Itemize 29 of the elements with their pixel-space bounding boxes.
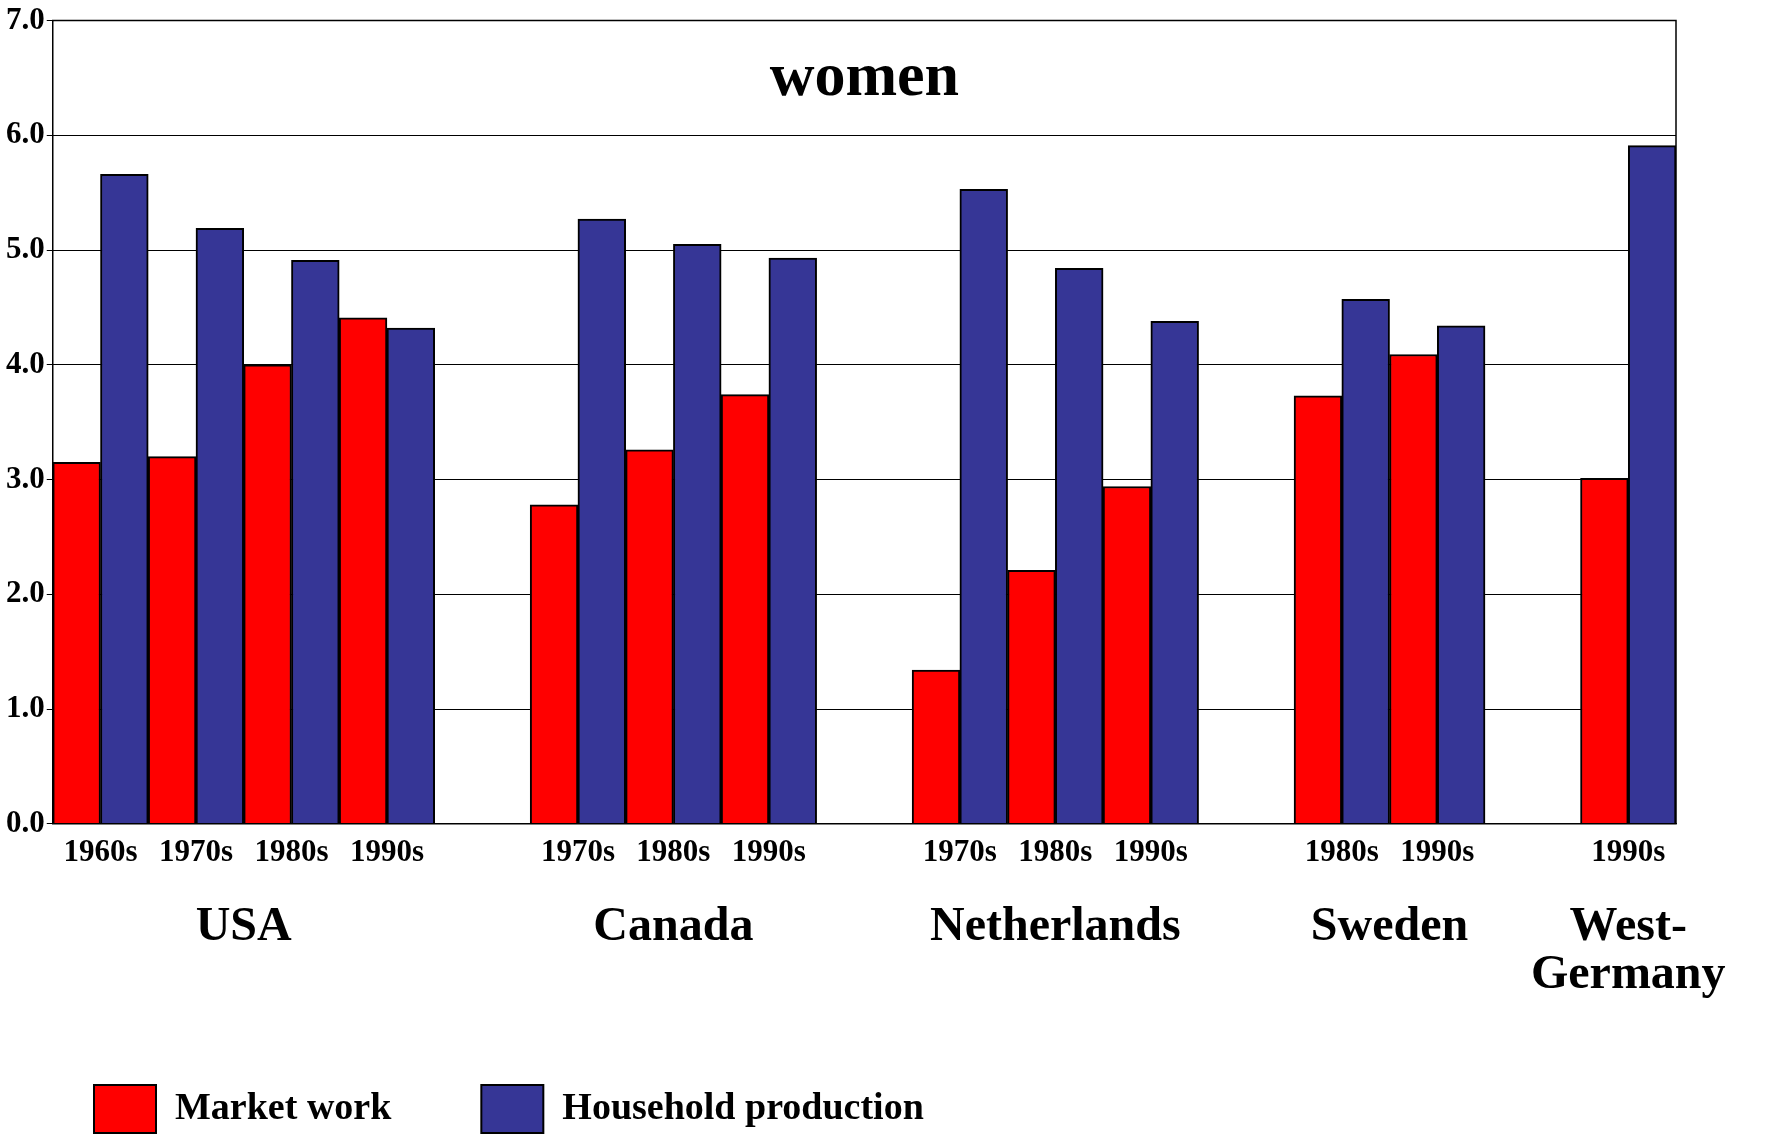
x-tick-label: 1980s	[1018, 833, 1093, 869]
x-tick-label: 1970s	[922, 833, 997, 869]
y-tick-label: 0.0	[6, 803, 45, 839]
x-tick-label: 1990s	[1400, 833, 1475, 869]
x-tick-label: 1980s	[636, 833, 711, 869]
text: USA	[195, 897, 293, 951]
x-tick-label: 1990s	[731, 833, 806, 869]
legend-label: Household production	[562, 1084, 924, 1127]
y-tick-label: 7.0	[6, 0, 45, 36]
text: Netherlands	[930, 897, 1181, 951]
y-tick-label: 3.0	[6, 459, 45, 495]
text: Canada	[593, 897, 754, 951]
legend-label: Market work	[175, 1084, 393, 1127]
x-tick-label: 1990s	[1113, 833, 1188, 869]
x-tick-label: 1980s	[1304, 833, 1379, 869]
y-tick-label: 5.0	[6, 230, 45, 266]
x-tick-label: 1990s	[1591, 833, 1666, 869]
x-tick-label: 1980s	[254, 833, 329, 869]
chart-title: women	[769, 39, 960, 108]
x-tick-label: 1970s	[158, 833, 234, 869]
y-tick-label: 1.0	[6, 689, 45, 725]
x-tick-label: 1970s	[540, 833, 615, 869]
y-tick-label: 2.0	[6, 574, 45, 610]
text: Sweden	[1310, 897, 1469, 951]
x-tick-label: 1990s	[349, 833, 424, 869]
x-tick-label: 1960s	[63, 833, 138, 869]
y-tick-label: 4.0	[6, 344, 45, 380]
y-tick-label: 6.0	[6, 115, 45, 151]
text: West-Germany	[1530, 897, 1726, 999]
